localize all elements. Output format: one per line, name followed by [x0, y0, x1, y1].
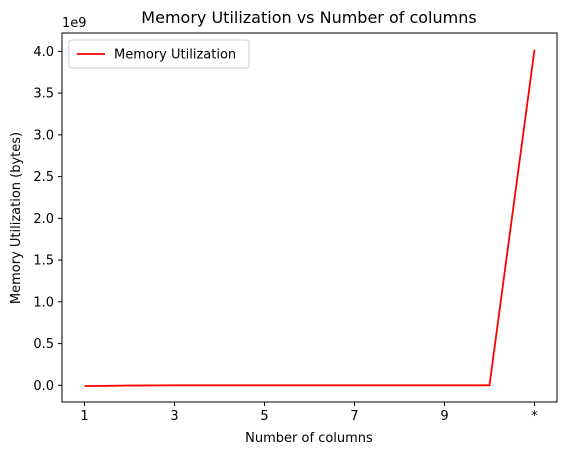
y-tick-label: 0.0 [33, 379, 54, 394]
x-axis-label: Number of columns [245, 431, 373, 446]
y-tick-label: 3.5 [33, 87, 54, 102]
y-tick-label: 4.0 [33, 45, 54, 60]
chart-title: Memory Utilization vs Number of columns [141, 8, 476, 27]
y-axis-label: Memory Utilization (bytes) [9, 132, 24, 304]
x-tick-label: 1 [80, 409, 88, 424]
x-tick-label: * [531, 409, 538, 424]
x-tick-label: 9 [440, 409, 448, 424]
y-tick-label: 2.5 [33, 170, 54, 185]
y-tick-label: 1.5 [33, 254, 54, 269]
legend-box [68, 39, 250, 69]
x-tick-label: 7 [350, 409, 358, 424]
y-tick-label: 1.0 [33, 295, 54, 310]
x-tick-label: 5 [260, 409, 268, 424]
axes-frame [61, 32, 558, 403]
legend: Memory Utilization [68, 39, 250, 69]
y-tick-label: 0.5 [33, 337, 54, 352]
plot-area: 0.0 0.5 1.0 1.5 2.0 2.5 3.0 3.5 4.0 1 3 5 7 9 * [33, 32, 558, 424]
y-offset-label: 1e9 [62, 16, 87, 31]
y-tick-label: 3.0 [33, 128, 54, 143]
x-tick-label: 3 [170, 409, 178, 424]
legend-label: Memory Utilization [114, 48, 236, 63]
series-line [84, 49, 536, 388]
y-tick-label: 2.0 [33, 212, 54, 227]
